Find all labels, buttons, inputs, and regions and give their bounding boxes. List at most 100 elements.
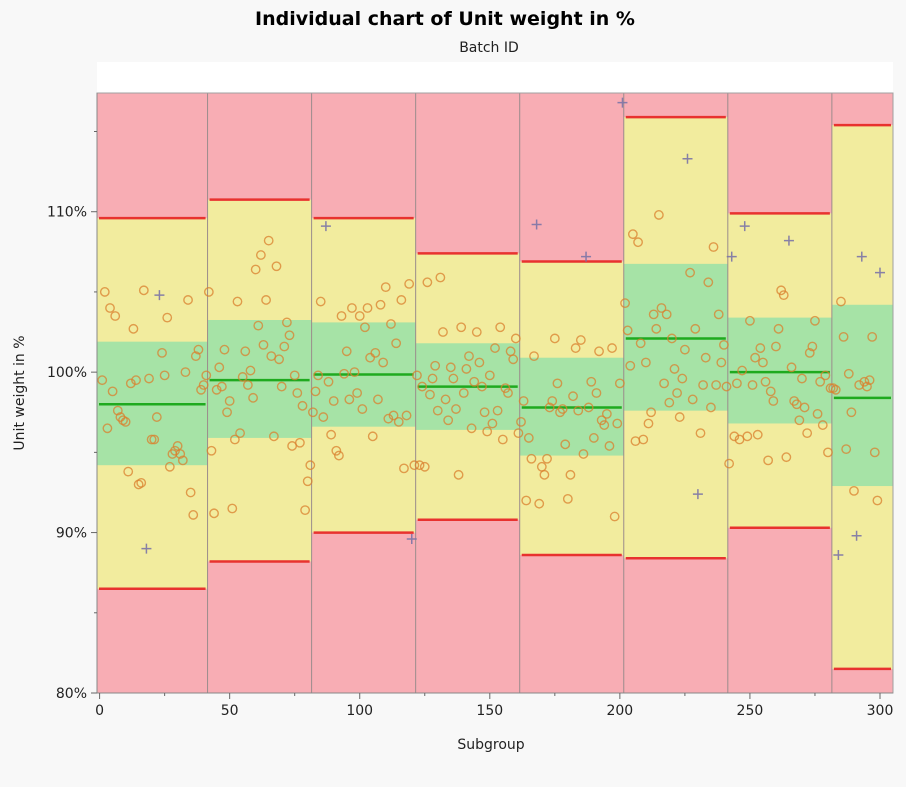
data-point-plus [851,530,862,541]
data-point [175,449,186,459]
data-point [440,394,451,405]
data-point [758,357,768,368]
data-point [802,428,813,439]
data-point [271,261,282,272]
data-point [526,453,537,464]
data-point [607,343,617,353]
data-point [237,372,248,382]
data-point [159,370,170,381]
data-point [547,396,558,406]
data-point [703,277,714,288]
data-point [151,412,162,422]
data-point [425,389,435,400]
data-point [393,416,404,427]
data-point [646,407,656,418]
data-point [253,320,264,331]
data-point [497,434,508,445]
data-point [162,312,173,323]
data-point [349,367,360,378]
data-point [227,503,238,514]
data-point [466,423,477,434]
data-point [752,429,763,440]
data-point [133,479,144,490]
chart-subtitle: Batch ID [459,40,519,56]
data-point [781,452,792,463]
data-point [508,354,519,365]
data-point [354,311,365,321]
data-point [622,325,633,336]
x-tick-label: 150 [476,703,503,719]
data-point [123,466,134,477]
data-point [542,453,552,464]
data-point [601,408,612,419]
data-point [360,322,370,333]
data-point [268,431,279,442]
data-point [625,360,636,371]
data-point [435,272,446,283]
data-point [144,373,154,384]
data-point [315,296,326,307]
data-point [789,396,800,406]
y-tick-label: 90% [56,526,87,542]
data-point-plus [406,533,417,544]
data-point [375,299,386,310]
data-point [128,323,139,334]
data-point [102,423,113,434]
points-layer [97,97,885,561]
data-point [836,296,846,307]
data-point [690,323,701,334]
data-point [334,450,344,461]
data-point [357,404,368,414]
data-point [724,458,735,469]
data-point [339,368,350,379]
data-point [451,404,461,414]
data-point [490,343,500,353]
data-point [716,357,727,368]
data-point-plus [874,267,885,278]
data-point [292,388,303,398]
data-point [471,327,482,337]
data-point [700,352,711,363]
data-point [815,376,826,387]
data-point [713,309,724,320]
data-point [575,335,586,345]
data-point [432,405,443,416]
x-tick-label: 50 [221,703,239,719]
data-point [242,380,253,390]
data-point [487,418,498,429]
data-point [245,365,256,376]
data-point-plus [726,251,737,262]
data-point [846,407,857,418]
data-point [404,279,415,289]
data-point [188,510,199,520]
data-point [365,352,376,363]
data-point [729,431,740,442]
data-point [209,508,219,519]
data-point [110,311,121,321]
data-point [206,445,217,456]
data-point [235,428,245,439]
zone-ok [831,304,893,487]
zones-layer [97,93,893,693]
data-point [190,351,201,362]
data-point-plus [783,235,794,246]
data-point [562,493,573,504]
data-point [817,420,828,430]
data-point [539,469,550,480]
data-point [461,364,472,374]
data-point [763,455,774,466]
data-point [570,343,581,353]
data-point [687,394,698,405]
data-point [648,309,659,320]
data-point [771,341,781,352]
zone-ok [727,317,832,424]
data-point [276,381,287,392]
data-point [737,365,748,376]
data-point [222,407,232,418]
data-point [609,511,620,522]
data-point [232,296,243,307]
data-point [185,487,196,498]
data-point [300,505,311,516]
data-point [391,338,402,349]
data-point [510,333,521,344]
